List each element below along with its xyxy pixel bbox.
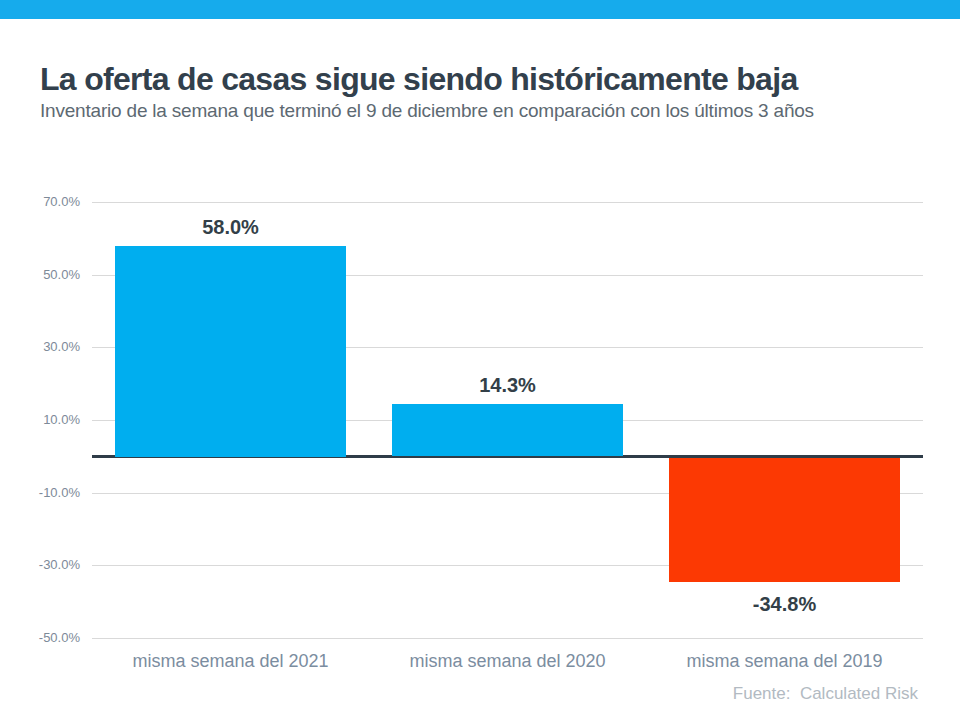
gridline [92,638,923,639]
slide: La oferta de casas sigue siendo históric… [0,0,960,720]
chart-bar [115,246,346,457]
data-label: -34.8% [669,594,900,614]
y-axis-tick-label: -10.0% [0,485,80,501]
y-axis-tick-label: 10.0% [0,412,80,428]
y-axis-tick-label: -50.0% [0,630,80,646]
y-axis-tick-label: 30.0% [0,339,80,355]
x-axis-category-label: misma semana del 2021 [92,651,369,671]
data-label: 58.0% [115,217,346,237]
data-label: 14.3% [392,375,623,395]
y-axis-tick-label: -30.0% [0,557,80,573]
gridline [92,202,923,203]
bar-chart: 70.0% 50.0% 30.0% 10.0% -10.0% -30.0% -50.0% 58… [0,0,960,720]
chart-bar [669,458,900,582]
chart-bar [392,404,623,456]
x-axis-category-label: misma semana del 2020 [369,651,646,671]
y-axis-tick-label: 70.0% [0,194,80,210]
x-axis-category-label: misma semana del 2019 [646,651,923,671]
y-axis-tick-label: 50.0% [0,267,80,283]
source-attribution: Fuente: Calculated Risk [733,684,918,704]
